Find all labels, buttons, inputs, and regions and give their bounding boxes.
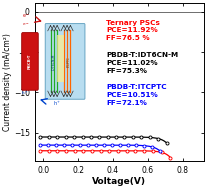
Text: PBDB-T:IDT6CN-M
PCE=11.02%
FF=75.3%: PBDB-T:IDT6CN-M PCE=11.02% FF=75.3% bbox=[105, 52, 177, 74]
Text: PBDB-T:ITCPTC
PCE=10.51%
FF=72.1%: PBDB-T:ITCPTC PCE=10.51% FF=72.1% bbox=[105, 84, 166, 106]
FancyBboxPatch shape bbox=[22, 33, 38, 90]
Text: e$^-$: e$^-$ bbox=[22, 12, 30, 20]
Text: h$^+$: h$^+$ bbox=[53, 99, 61, 108]
Text: IDT6CN-M: IDT6CN-M bbox=[52, 53, 56, 70]
Polygon shape bbox=[57, 35, 63, 82]
Text: h$^+$: h$^+$ bbox=[21, 89, 29, 97]
Text: e$^-$: e$^-$ bbox=[21, 21, 29, 28]
Text: ITCPTC: ITCPTC bbox=[66, 56, 70, 67]
FancyBboxPatch shape bbox=[45, 24, 84, 99]
Y-axis label: Current density (mA/cm²): Current density (mA/cm²) bbox=[4, 33, 12, 131]
Text: PBCB-T: PBCB-T bbox=[28, 54, 32, 69]
X-axis label: Voltage(V): Voltage(V) bbox=[92, 177, 145, 186]
Text: Ternary PSCs
PCE=11.92%
FF=76.5 %: Ternary PSCs PCE=11.92% FF=76.5 % bbox=[105, 20, 159, 41]
